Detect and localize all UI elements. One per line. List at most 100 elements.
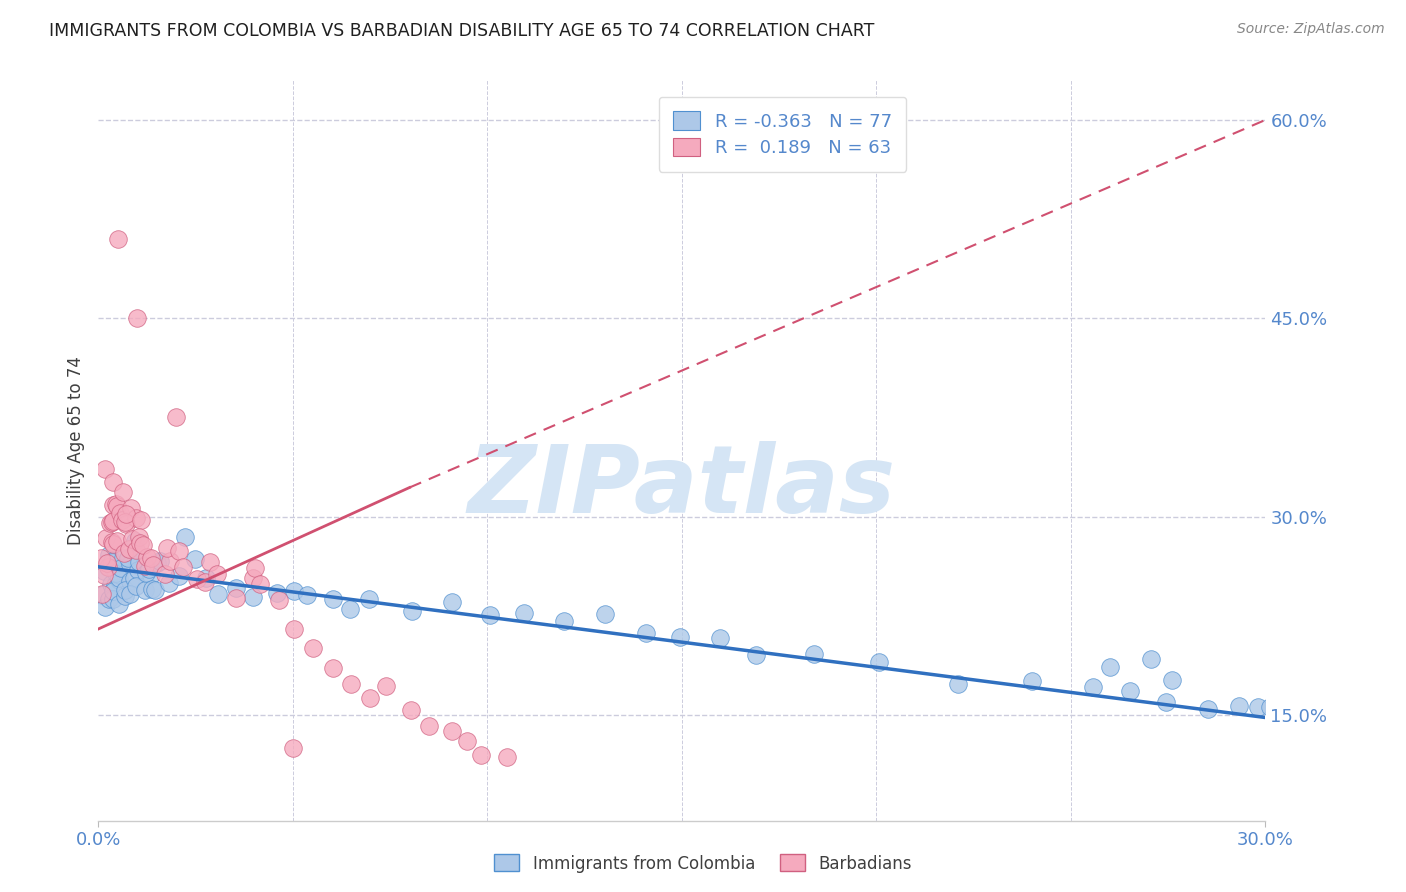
Point [745,648,768,663]
Point [143,583,166,598]
Point [512,606,534,620]
Point [1160,673,1182,687]
Point [167,568,190,582]
Text: IMMIGRANTS FROM COLOMBIA VS BARBADIAN DISABILITY AGE 65 TO 74 CORRELATION CHART: IMMIGRANTS FROM COLOMBIA VS BARBADIAN DI… [49,22,875,40]
Point [100,577,122,591]
Point [186,572,208,586]
Point [96,556,118,570]
Point [948,676,970,690]
Point [593,607,616,621]
Point [103,475,125,490]
Point [120,501,142,516]
Point [107,571,129,585]
Point [295,587,318,601]
Point [553,614,575,628]
Point [634,626,657,640]
Point [242,571,264,585]
Point [128,555,150,569]
Point [139,567,162,582]
Point [401,604,423,618]
Legend: R = -0.363   N = 77, R =  0.189   N = 63: R = -0.363 N = 77, R = 0.189 N = 63 [659,96,907,171]
Point [131,538,153,552]
Point [1140,652,1163,666]
Point [120,574,142,589]
Point [399,703,422,717]
Point [93,568,115,582]
Point [441,724,464,739]
Point [125,579,148,593]
Point [97,560,120,574]
Point [1021,673,1043,688]
Point [225,582,247,596]
Legend: Immigrants from Colombia, Barbadians: Immigrants from Colombia, Barbadians [488,847,918,880]
Point [104,564,127,578]
Point [281,740,304,755]
Point [128,530,150,544]
Point [122,571,145,585]
Point [101,591,124,606]
Point [155,567,177,582]
Text: ZIPatlas: ZIPatlas [468,442,896,533]
Point [456,733,478,747]
Point [283,583,305,598]
Point [418,719,440,733]
Point [115,507,138,521]
Point [108,506,131,520]
Point [495,750,517,764]
Point [105,566,128,581]
Point [103,498,125,512]
Point [111,513,134,527]
Point [108,597,131,611]
Point [118,586,141,600]
Point [195,572,218,586]
Point [91,587,114,601]
Point [98,516,121,530]
Point [198,555,221,569]
Point [207,587,229,601]
Point [159,554,181,568]
Point [135,566,157,580]
Point [114,546,136,560]
Point [127,563,149,577]
Point [129,513,152,527]
Point [134,582,156,597]
Point [803,647,825,661]
Y-axis label: Disability Age 65 to 74: Disability Age 65 to 74 [66,356,84,545]
Point [114,583,136,598]
Point [266,586,288,600]
Text: Source: ZipAtlas.com: Source: ZipAtlas.com [1237,22,1385,37]
Point [97,559,120,574]
Point [207,566,229,581]
Point [249,576,271,591]
Point [97,591,120,606]
Point [242,590,264,604]
Point [243,561,266,575]
Point [101,515,124,529]
Point [322,661,344,675]
Point [1099,660,1122,674]
Point [1246,699,1268,714]
Point [98,548,121,562]
Point [194,574,217,589]
Point [669,630,692,644]
Point [101,560,124,574]
Point [1197,701,1219,715]
Point [225,591,247,606]
Point [165,410,187,425]
Point [93,462,115,476]
Point [134,559,156,574]
Point [141,582,163,597]
Point [139,551,162,566]
Point [101,535,124,549]
Point [283,622,305,636]
Point [269,592,291,607]
Point [121,533,143,547]
Point [339,601,361,615]
Point [104,498,127,512]
Point [127,311,149,326]
Point [125,542,148,557]
Point [129,536,152,550]
Point [96,531,118,545]
Point [90,588,112,602]
Point [104,578,127,592]
